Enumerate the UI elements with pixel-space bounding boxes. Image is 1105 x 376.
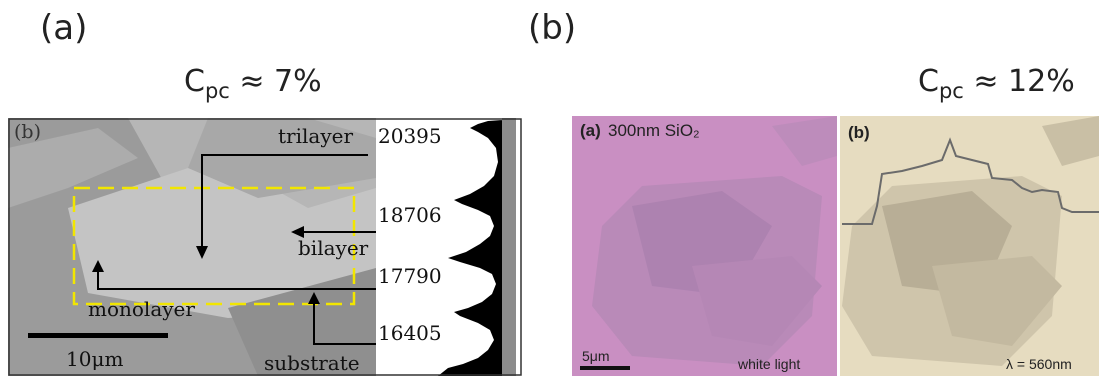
substrate-arrowhead <box>308 292 320 304</box>
bilayer-arrowhead <box>291 226 304 238</box>
left-image-title: 300nm SiO₂ <box>608 121 700 140</box>
intensity-histogram <box>438 118 502 376</box>
substrate-region <box>228 268 376 376</box>
trilayer-label: trilayer <box>278 124 353 148</box>
optical-images-figure: (a) 300nm SiO₂ 5μm white light (b) λ = 5… <box>572 116 1099 376</box>
panel-b-label: (b) <box>528 8 577 48</box>
monolayer-arrow <box>97 266 438 290</box>
trilayer-region <box>188 118 376 198</box>
scale-bar-5um <box>580 366 630 370</box>
scale-bar-5um-label: 5μm <box>582 348 610 364</box>
bilayer-label: bilayer <box>298 236 369 260</box>
monolayer-region <box>68 158 376 318</box>
trilayer-arrowhead <box>196 246 208 259</box>
value-monolayer: 17790 <box>378 264 442 288</box>
value-substrate: 16405 <box>378 321 442 345</box>
inner-b-label: (b) <box>14 121 41 143</box>
left-image-label: (a) <box>580 121 601 140</box>
cpc-b-base: C <box>918 64 939 99</box>
flake-pink-3 <box>692 256 822 346</box>
trilayer-arrow <box>201 154 368 254</box>
panel-a-label: (a) <box>40 8 88 48</box>
scale-bar-label: 10μm <box>66 347 123 371</box>
scale-bar <box>28 333 168 338</box>
value-trilayer: 20395 <box>378 124 442 148</box>
figure-frame <box>8 118 522 376</box>
cpc-b-sub: pc <box>938 79 964 103</box>
flake-tan-3 <box>932 256 1062 346</box>
right-image-label: (b) <box>848 123 870 142</box>
flake-tan-4 <box>1042 116 1099 166</box>
cpc-a-rest: ≈ 7% <box>229 64 322 99</box>
monolayer-label: monolayer <box>88 297 195 321</box>
monolayer-arrowhead <box>92 260 104 272</box>
flake-fragment <box>8 128 138 208</box>
histogram-edge <box>502 118 516 376</box>
right-image-caption: λ = 560nm <box>1006 356 1072 372</box>
value-bilayer: 18706 <box>378 203 442 227</box>
left-image-caption: white light <box>737 356 800 372</box>
graphene-contrast-figure: (b) trilayer bilayer monolayer substrate… <box>8 118 522 376</box>
panel-b-cpc: Cpc ≈ 12% <box>918 64 1075 103</box>
panel-a-cpc: Cpc ≈ 7% <box>184 64 322 103</box>
cpc-a-base: C <box>184 64 205 99</box>
intensity-profile-line <box>842 137 1099 225</box>
cpc-a-sub: pc <box>204 79 230 103</box>
cpc-b-rest: ≈ 12% <box>963 64 1075 99</box>
substrate-label: substrate <box>264 351 360 375</box>
flake-pink-4 <box>772 116 837 166</box>
dashed-region-box <box>72 186 356 306</box>
